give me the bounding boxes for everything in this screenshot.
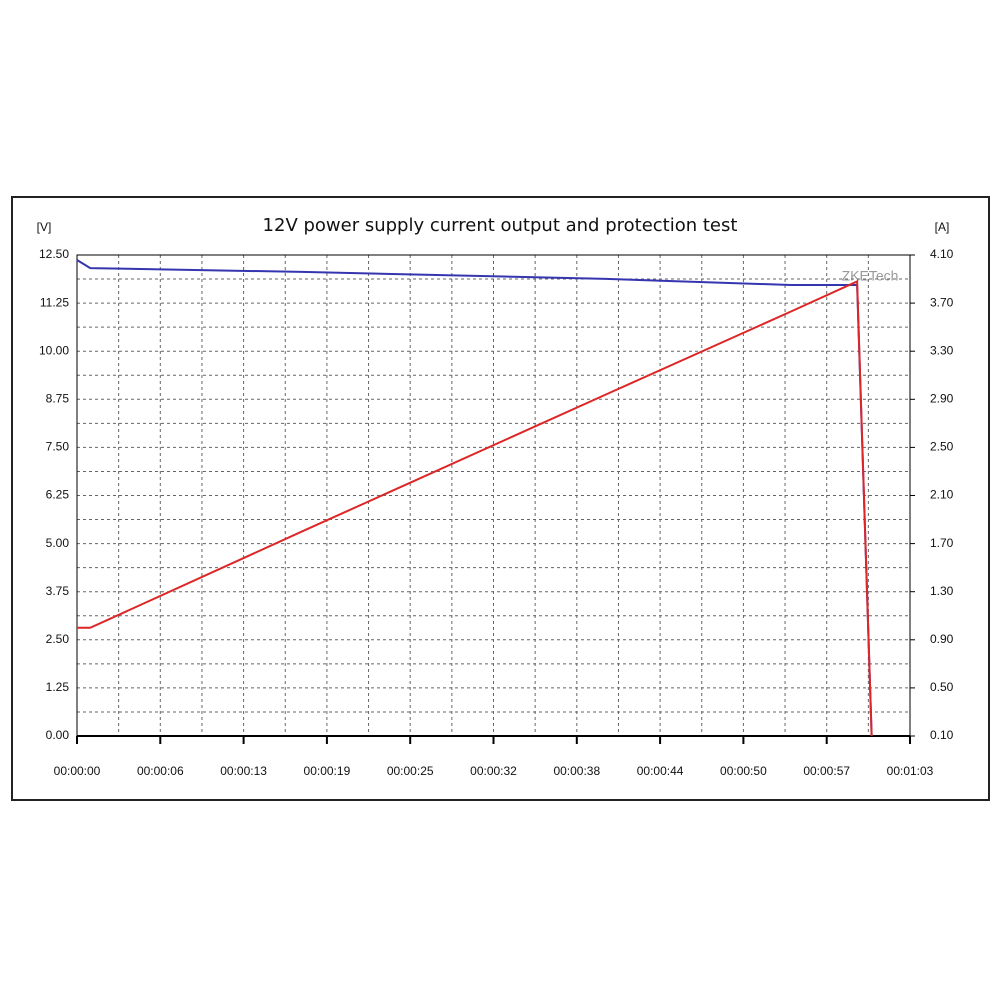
watermark: ZKETech <box>842 268 899 284</box>
y2-tick-label: 0.90 <box>930 632 954 646</box>
y2-tick-label: 2.10 <box>930 488 954 502</box>
y-tick-label: 12.50 <box>39 247 69 261</box>
y-tick-label: 5.00 <box>46 536 70 550</box>
y-tick-label: 10.00 <box>39 343 69 357</box>
x-tick-label: 00:01:03 <box>887 764 934 778</box>
y2-tick-label: 1.70 <box>930 536 954 550</box>
y2-tick-label: 2.90 <box>930 391 954 405</box>
x-tick-label: 00:00:06 <box>137 764 184 778</box>
x-tick-label: 00:00:44 <box>637 764 684 778</box>
y2-tick-label: 1.30 <box>930 584 954 598</box>
y2-tick-label: 2.50 <box>930 440 954 454</box>
y-tick-label: 0.00 <box>46 728 70 742</box>
x-tick-label: 00:00:00 <box>54 764 101 778</box>
x-tick-label: 00:00:50 <box>720 764 767 778</box>
y2-tick-label: 0.50 <box>930 680 954 694</box>
y-tick-label: 11.25 <box>40 295 69 309</box>
y-tick-label: 8.75 <box>46 391 70 405</box>
y2-tick-label: 0.10 <box>930 728 954 742</box>
data-line <box>77 279 873 737</box>
x-tick-label: 00:00:13 <box>220 764 267 778</box>
x-tick-label: 00:00:38 <box>553 764 600 778</box>
y-tick-label: 3.75 <box>46 584 70 598</box>
y-tick-label: 2.50 <box>46 632 70 646</box>
y-tick-label: 6.25 <box>46 488 70 502</box>
y-tick-label: 1.25 <box>46 680 70 694</box>
chart-frame <box>11 196 990 801</box>
y2-axis-label: [A] <box>935 220 950 234</box>
x-tick-label: 00:00:19 <box>304 764 351 778</box>
x-tick-label: 00:00:32 <box>470 764 517 778</box>
y-axis-label: [V] <box>37 220 52 234</box>
y2-tick-label: 4.10 <box>930 247 954 261</box>
y2-tick-label: 3.30 <box>930 343 954 357</box>
chart-title: 12V power supply current output and prot… <box>263 215 738 236</box>
x-tick-label: 00:00:57 <box>803 764 850 778</box>
x-tick-label: 00:00:25 <box>387 764 434 778</box>
y-tick-label: 7.50 <box>46 440 70 454</box>
y2-tick-label: 3.70 <box>930 295 954 309</box>
